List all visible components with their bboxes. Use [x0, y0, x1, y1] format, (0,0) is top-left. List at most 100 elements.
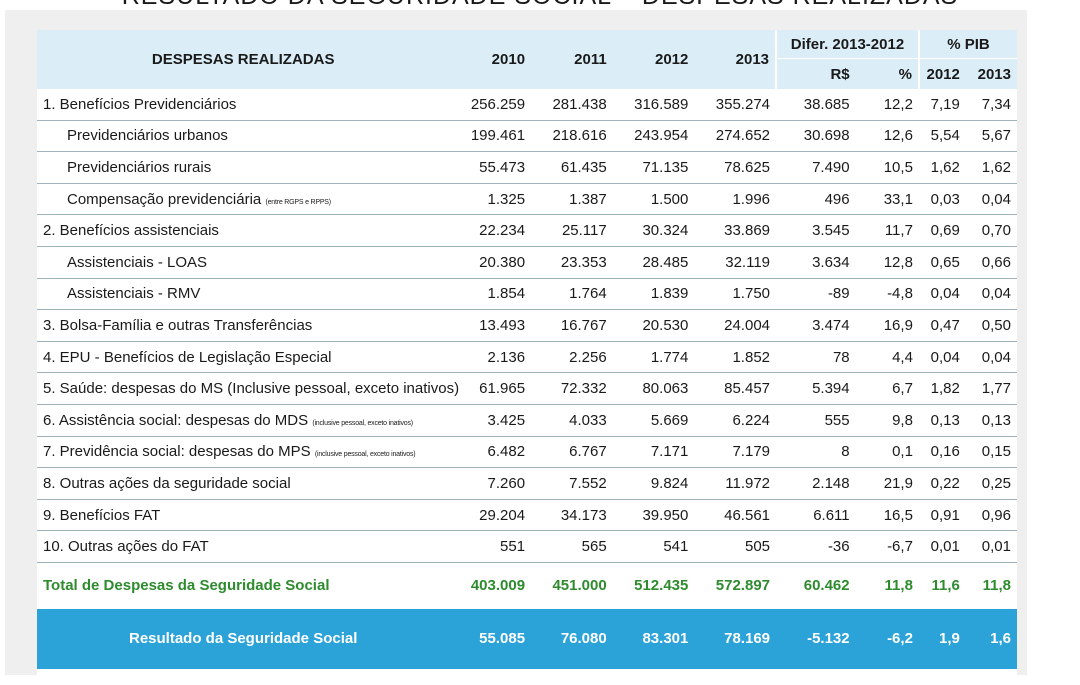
header-difer-rs: R$	[775, 58, 856, 89]
page-title: RESULTADO DA SEGURIDADE SOCIAL – DESPESA…	[0, 0, 1080, 11]
cell-y2010: 403.009	[470, 577, 526, 595]
cell-dif-pct: 9,8	[855, 404, 919, 437]
cell-y2013: 32.119	[694, 246, 777, 279]
row-label-text: Previdenciários urbanos	[67, 127, 228, 145]
cell-y2011: 34.173	[531, 499, 613, 532]
cell-y2013: 1.852	[694, 341, 777, 374]
cell-y2011: 1.387	[531, 183, 613, 216]
row-note: (inclusive pessoal, exceto inativos)	[312, 419, 413, 427]
row-note: (entre RGPS e RPPS)	[265, 198, 331, 206]
header-year-2010: 2010	[449, 30, 532, 89]
cell-y2011: 25.117	[531, 214, 613, 247]
table-row: 3. Bolsa-Família e outras Transferências…	[37, 309, 1017, 342]
row-label: 6. Assistência social: despesas do MDS (…	[37, 404, 450, 437]
cell-y2010: 20.380	[449, 246, 532, 279]
table-row: 8. Outras ações da seguridade social 7.26…	[37, 467, 1017, 500]
cell-pib2012: 0,03	[918, 183, 966, 216]
table-row: Compensação previdenciária (entre RGPS e…	[37, 183, 1017, 216]
cell-dif-rs: 5.394	[776, 372, 856, 405]
header-label: DESPESAS REALIZADAS	[37, 30, 450, 89]
row-label: 7. Previdência social: despesas do MPS (…	[37, 436, 450, 469]
cell-y2010: 1.854	[449, 278, 532, 311]
cell-y2012: 30.324	[612, 214, 695, 247]
cell-pib2012: 1,82	[918, 372, 966, 405]
table-row: Previdenciários urbanos 199.461 218.616 243…	[37, 120, 1017, 153]
cell-y2012: 316.589	[612, 89, 695, 121]
table-row: 5. Saúde: despesas do MS (Inclusive pess…	[37, 372, 1017, 405]
row-label: Resultado da Seguridade Social	[37, 608, 450, 669]
table-row: Assistenciais - LOAS 20.380 23.353 28.485 32…	[37, 246, 1017, 279]
header-year-2013: 2013	[694, 30, 777, 89]
cell-y2012: 243.954	[612, 120, 695, 153]
table-row: 10. Outras ações do FAT 551 565 541 505 -36 -6…	[37, 530, 1017, 563]
row-label-text: Total de Despesas da Seguridade Social	[43, 577, 330, 595]
cell-dif-rs: 3.545	[776, 214, 856, 247]
cell-dif-pct: 4,4	[855, 341, 919, 374]
cell-dif-pct: 0,1	[855, 436, 919, 469]
row-label-text: 10. Outras ações do FAT	[43, 538, 209, 556]
table-row: 4. EPU - Benefícios de Legislação Especi…	[37, 341, 1017, 374]
cell-y2010: 55.085	[449, 608, 532, 669]
cell-pib2013: 0,96	[965, 499, 1017, 532]
cell-dif-rs: 555	[776, 404, 856, 437]
cell-y2010: 199.461	[449, 120, 532, 153]
row-label: Compensação previdenciária (entre RGPS e…	[37, 183, 450, 216]
row-label-text: Previdenciários rurais	[67, 158, 212, 176]
cell-y2013: 355.274	[694, 89, 777, 121]
row-label-text: 7. Previdência social: despesas do MPS	[43, 443, 311, 461]
cell-pib2013: 1,77	[965, 372, 1017, 405]
header-pib-group: % PIB	[917, 30, 1017, 59]
table-sheet: DESPESAS REALIZADAS 2010 2011 2012 2013 …	[37, 30, 1017, 685]
cell-y2011: 23.353	[531, 246, 613, 279]
cell-y2011: 1.764	[531, 278, 613, 311]
row-label-text: Assistenciais - LOAS	[67, 253, 208, 271]
cell-y2012: 39.950	[612, 499, 695, 532]
row-label: 8. Outras ações da seguridade social	[37, 467, 450, 500]
cell-y2010: 61.965	[449, 372, 532, 405]
cell-pib2013: 7,34	[965, 89, 1017, 121]
cell-dif-rs: -5.132	[776, 608, 856, 669]
cell-y2012: 512.435	[634, 577, 689, 595]
row-label: 9. Benefícios FAT	[37, 499, 450, 532]
cell-pib2012: 0,22	[918, 467, 966, 500]
row-label: 5. Saúde: despesas do MS (Inclusive pess…	[37, 372, 459, 405]
cell-pib2013: 0,04	[965, 183, 1017, 216]
row-label-text: Compensação previdenciária	[67, 190, 262, 208]
row-label: Assistenciais - RMV	[37, 278, 450, 311]
cell-pib2012: 1,62	[918, 151, 966, 184]
row-label-text: 8. Outras ações da seguridade social	[43, 474, 291, 492]
cell-y2013: 6.224	[694, 404, 777, 437]
row-label: Previdenciários rurais	[37, 151, 450, 184]
cell-dif-pct: 21,9	[855, 467, 919, 500]
cell-dif-rs: 3.474	[776, 309, 856, 342]
cell-dif-rs: 7.490	[776, 151, 856, 184]
cell-dif-rs: -36	[776, 530, 856, 563]
cell-dif-rs: 3.634	[776, 246, 856, 279]
row-note: (inclusive pessoal, exceto inativos)	[314, 451, 416, 459]
cell-y2012: 28.485	[612, 246, 695, 279]
cell-dif-rs: 2.148	[776, 467, 856, 500]
row-label-text: Assistenciais - RMV	[67, 285, 201, 303]
cell-pib2012: 1,9	[918, 608, 966, 669]
cell-dif-rs: 38.685	[776, 89, 856, 121]
cell-pib2013: 0,50	[965, 309, 1017, 342]
cell-dif-rs: 30.698	[776, 120, 856, 153]
table-row: Previdenciários rurais 55.473 61.435 71.135…	[37, 151, 1017, 184]
cell-y2010: 7.260	[449, 467, 532, 500]
cell-y2010: 256.259	[449, 89, 532, 121]
cell-y2010: 22.234	[449, 214, 532, 247]
cell-pib2012: 0,69	[918, 214, 966, 247]
cell-pib2012: 11,6	[931, 577, 960, 595]
cell-y2012: 7.171	[612, 436, 695, 469]
header-difer-group: Difer. 2013-2012	[775, 30, 919, 59]
cell-y2012: 20.530	[612, 309, 695, 342]
header-year-2012: 2012	[612, 30, 695, 89]
cell-pib2013: 0,15	[965, 436, 1017, 469]
cell-y2010: 13.493	[449, 309, 532, 342]
cell-dif-pct: 12,2	[855, 89, 919, 121]
cell-pib2013: 11,8	[982, 577, 1011, 595]
total-row: Total de Despesas da Seguridade Social 40…	[37, 562, 1017, 609]
cell-dif-pct: 11,8	[884, 577, 913, 595]
cell-dif-pct: 10,5	[855, 151, 919, 184]
cell-dif-pct: 6,7	[855, 372, 919, 405]
